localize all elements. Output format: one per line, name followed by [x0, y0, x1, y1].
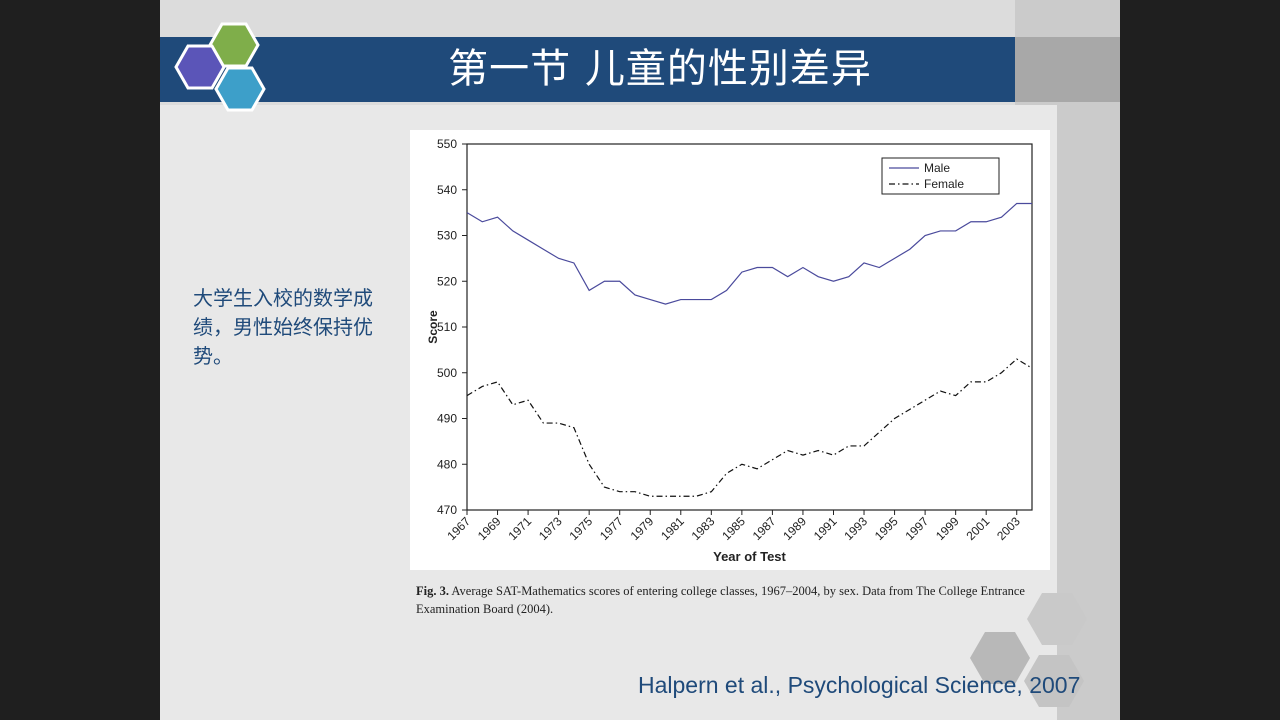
- deco-hexagon-icon: [970, 632, 1030, 684]
- y-tick-label: 480: [437, 457, 457, 471]
- y-tick-label: 540: [437, 183, 457, 197]
- y-tick-label: 470: [437, 503, 457, 517]
- legend-label-male: Male: [924, 161, 950, 175]
- series-line-male: [466, 202, 1032, 305]
- figure-caption: Fig. 3. Average SAT-Mathematics scores o…: [416, 582, 1038, 618]
- legend-box: [881, 157, 1000, 195]
- y-tick-label: 510: [437, 320, 457, 334]
- y-tick-label: 490: [437, 412, 457, 426]
- decorative-hexagons: [970, 593, 1087, 707]
- hexagon-blue-icon: [214, 66, 266, 112]
- y-tick-label: 520: [437, 274, 457, 288]
- deco-hexagon-icon: [1027, 593, 1087, 645]
- slide-title: 第一节 儿童的性别差异: [448, 46, 872, 92]
- body-text: 大学生入校的数学成绩，男性始终保持优势。: [193, 286, 373, 368]
- x-axis-label: Year of Test: [713, 549, 786, 564]
- caption-text: Average SAT-Mathematics scores of enteri…: [416, 584, 1025, 616]
- caption-label: Fig. 3.: [416, 584, 449, 598]
- deco-hexagon-icon: [1024, 655, 1084, 707]
- series-line-female: [466, 358, 1033, 497]
- citation: Halpern et al., Psychological Science, 2…: [638, 672, 1081, 698]
- slide: 第一节 儿童的性别差异 大学生入校的数学成绩，男性始终保持优势。 470 480 4…: [160, 0, 1120, 720]
- y-tick-label: 530: [437, 229, 457, 243]
- hexagon-cluster-icon: [174, 22, 266, 112]
- y-tick-label: 500: [437, 366, 457, 380]
- chart-background: [410, 130, 1050, 570]
- title-bar: [160, 37, 1015, 102]
- hexagon-purple-icon: [174, 44, 226, 90]
- right-decor-band: [1015, 37, 1120, 102]
- y-axis-label: Score: [426, 310, 440, 344]
- legend-label-female: Female: [924, 177, 964, 191]
- y-tick-label: 550: [437, 137, 457, 151]
